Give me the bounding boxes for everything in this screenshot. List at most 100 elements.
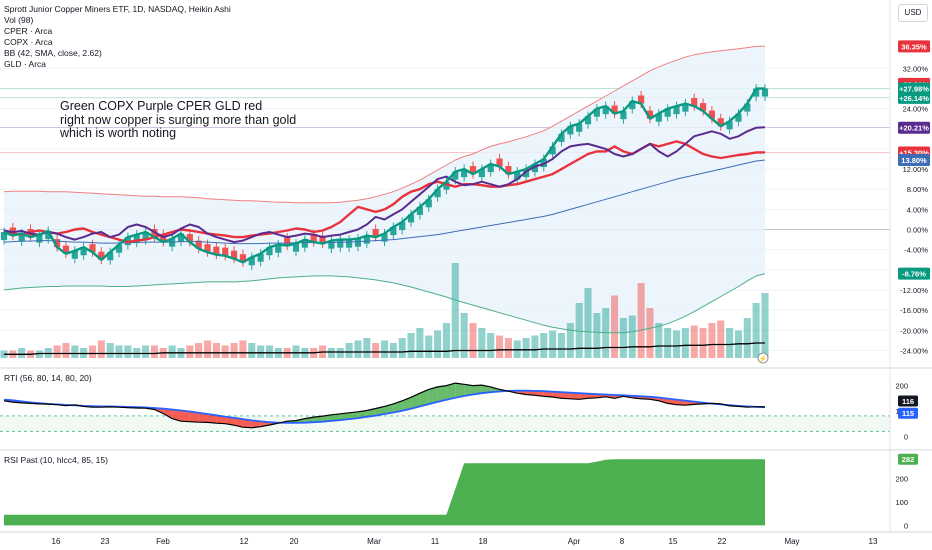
rti-signal-line [3,389,766,424]
volume-bar [717,320,725,358]
legend-gld[interactable]: GLD · Arca [4,59,47,69]
rti-pane [0,382,890,432]
volume-bar [584,288,592,358]
candle-body [169,238,176,247]
rsi-y-tick-label: 0 [904,521,908,530]
candle-body [416,206,423,215]
rti-fill-segment [517,390,527,395]
volume-bar [186,345,194,358]
rti-badge-label: 115 [902,409,914,418]
candle-body [284,237,291,246]
bollinger-band-area [4,46,765,333]
badge-label: +27.98% [899,85,929,94]
rti-fill-segment [534,390,544,397]
volume-bar [522,338,530,358]
rti-fill-segment [242,419,252,428]
candle-body [381,233,388,242]
volume-bar [451,263,459,358]
rti-fill-segment [225,416,235,426]
rsi-past-area [4,459,765,526]
volume-bar [726,328,734,358]
candle-body [620,111,627,120]
candle-body [346,239,353,248]
candle-body [275,244,282,253]
volume-bar [487,333,495,358]
candle-body [18,233,25,242]
candle-body [761,88,769,97]
badge-label: +26.14% [899,94,929,103]
rsi-badge-label: 282 [902,455,915,464]
volume-bars [0,263,769,358]
rti-fill-segment [216,415,226,424]
x-tick-label: 22 [718,537,727,546]
volume-bar [327,348,335,358]
candle-body [363,235,370,244]
volume-bar [664,328,672,358]
candle-body [425,199,432,208]
legend-bb[interactable]: BB (42, SMA, close, 2.62) [4,48,102,58]
volume-bar [230,343,238,358]
y-tick-label: -24.00% [900,346,928,355]
candle-body [691,98,698,107]
volume-bar [460,313,468,358]
rti-fill-segment [198,412,208,423]
series-lines [3,45,766,334]
lightning-icon [757,352,769,364]
candle-body [266,247,273,256]
legend-copx[interactable]: COPX · Arca [4,37,53,47]
rti-fill-segment [455,383,465,398]
candle-body [230,250,238,259]
candle-body [310,234,317,243]
volume-bar [389,343,397,358]
volume-bar [62,343,70,358]
currency-button[interactable]: USD [898,4,928,22]
volume-bar [761,293,769,358]
badge-box [898,267,930,280]
candle-body [372,229,379,238]
volume-bar [115,345,123,358]
rti-label[interactable]: RTI (56, 80, 14, 80, 20) [4,373,92,383]
lightning-glyph: ⚡ [759,354,768,363]
legend-cper[interactable]: CPER · Arca [4,26,53,36]
candle-body [487,164,494,173]
volume-bar [540,333,548,358]
volume-bar [106,343,114,358]
candle-body [744,103,751,112]
candle-body [62,245,70,254]
y-tick-label: -20.00% [900,326,928,335]
rti-fill-segment [446,383,456,400]
rti-fill-segment [552,391,562,399]
rti-fill-segment [375,406,385,416]
rti-fill-segment [481,385,491,394]
rti-fill-segment [561,392,571,399]
rti-badge-box [898,395,918,407]
badge-label: -8.76% [902,270,926,279]
rsi-badge-box [898,453,918,465]
rsi-pane [4,459,765,526]
candle-body [443,181,450,190]
rti-line [3,382,766,429]
y-tick-label: -16.00% [900,306,928,315]
legend-vol[interactable]: Vol (98) [4,15,34,25]
candle-body [204,244,211,253]
volume-bar [124,345,132,358]
rti-fill-segment [402,397,412,411]
candle-body [115,244,123,253]
rsi-label[interactable]: RSI Past (10, hlcc4, 85, 15) [4,455,108,465]
x-tick-label: 11 [431,537,440,546]
volume-bar [203,340,212,358]
volume-bar [619,318,627,358]
x-tick-label: 20 [290,537,299,546]
rti-fill-segment [234,417,243,428]
volume-bar [150,345,158,358]
rti-y-tick-label: 200 [895,382,908,391]
candle-body [593,108,600,117]
series-line-cper [3,126,766,244]
badge-box [898,91,930,104]
bollinger-fill [4,46,765,333]
candle-body [337,239,344,248]
candle-body [98,251,105,260]
volume-ma-line [4,342,765,355]
candle-body [584,116,592,125]
